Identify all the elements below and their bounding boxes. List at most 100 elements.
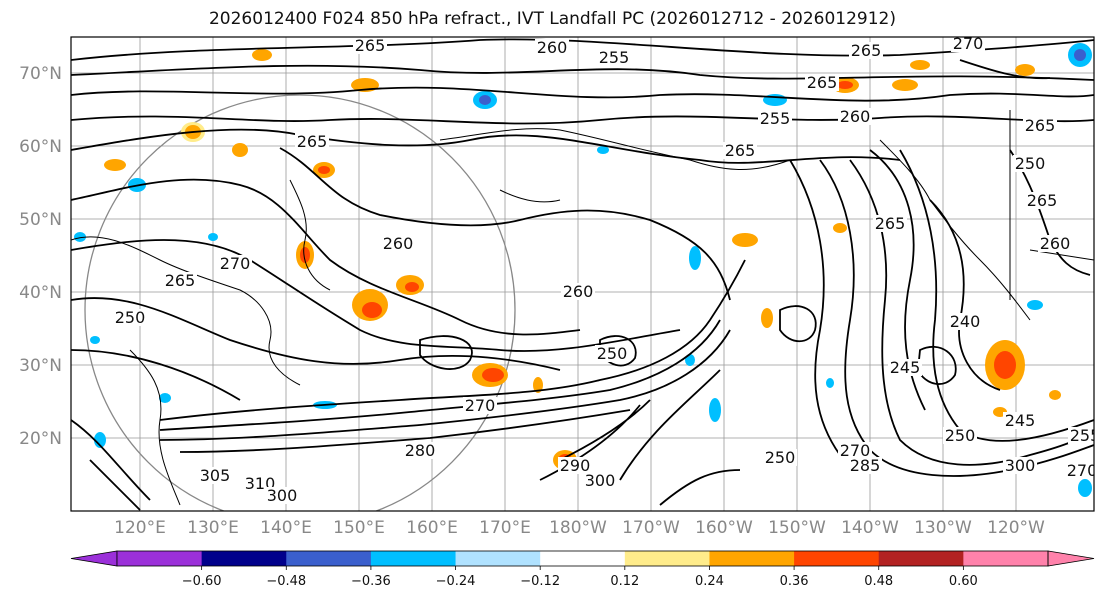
- contour-label: 260: [563, 282, 594, 301]
- latitude-label: 50°N: [19, 210, 62, 230]
- contour-label: 250: [945, 426, 976, 445]
- colorbar-border: [116, 550, 1049, 567]
- contour-label: 265: [807, 73, 838, 92]
- colorbar-tick-label: 0.12: [610, 574, 639, 589]
- contour-label-bg: [948, 313, 982, 330]
- colorbar-tick-label: 0.36: [780, 574, 809, 589]
- contour-label: 270: [220, 254, 251, 273]
- contour-label-bg: [763, 449, 797, 466]
- colorbar-tick-label: −0.36: [351, 574, 391, 589]
- longitude-label: 150°W: [768, 518, 826, 538]
- contour-label: 265: [355, 36, 386, 55]
- contour-label-bg: [403, 442, 437, 459]
- contour-label-bg: [1013, 155, 1047, 172]
- contour-label-bg: [758, 110, 792, 127]
- longitude-label: 150°E: [333, 518, 385, 538]
- latitude-label: 40°N: [19, 283, 62, 303]
- contour-label-bg: [597, 49, 631, 66]
- contour-label-bg: [951, 37, 985, 52]
- colorbar-segment: [709, 551, 795, 566]
- map-border: [70, 36, 1095, 512]
- contour-label-bg: [558, 457, 592, 474]
- contour-label: 300: [1005, 456, 1036, 475]
- contour-label-bg: [1038, 235, 1072, 252]
- contour-label: 285: [850, 456, 881, 475]
- contour-label: 245: [1005, 411, 1036, 430]
- contour-label-bg: [943, 427, 977, 444]
- contour-label: 265: [875, 214, 906, 233]
- longitude-label: 120°W: [987, 518, 1045, 538]
- contour-label-bg: [353, 37, 387, 54]
- longitude-label: 170°E: [479, 518, 531, 538]
- longitude-label: 130°W: [914, 518, 972, 538]
- contour-label: 250: [1015, 154, 1046, 173]
- contour-label-bg: [1025, 192, 1059, 209]
- contour-label-bg: [723, 142, 757, 159]
- latitude-label: 70°N: [19, 64, 62, 84]
- contour-label-bg: [1065, 462, 1094, 479]
- contour-label: 270: [465, 396, 496, 415]
- colorbar-segment: [455, 551, 541, 566]
- colorbar-segment: [963, 551, 1049, 566]
- contour-label-bg: [163, 272, 197, 289]
- colorbar-tick-label: 0.60: [949, 574, 978, 589]
- colorbar: −0.60 −0.48 −0.36 −0.24 −0.12 0.12 0.24 0.36 0.4…: [70, 550, 1095, 589]
- colorbar-segment: [878, 551, 964, 566]
- contour-label-bg: [265, 487, 299, 504]
- map-title: 2026012400 F024 850 hPa refract., IVT La…: [208, 9, 896, 29]
- contour-label: 250: [765, 448, 796, 467]
- colorbar-tick-label: −0.24: [436, 574, 476, 589]
- contour-label: 270: [1067, 461, 1098, 480]
- contour-label: 265: [725, 141, 756, 160]
- longitude-label: 130°E: [187, 518, 239, 538]
- coastlines: [71, 110, 1094, 506]
- colorbar-segment: [117, 551, 203, 566]
- contour-label-bg: [848, 457, 882, 474]
- contour-label: 265: [297, 132, 328, 151]
- latitude-label: 20°N: [19, 429, 62, 449]
- contour-label: 265: [165, 271, 196, 290]
- colorbar-segment: [286, 551, 372, 566]
- contour-label: 240: [950, 312, 981, 331]
- colorbar-tick-label: 0.24: [695, 574, 724, 589]
- contour-label: 245: [890, 358, 921, 377]
- contour-label-bg: [381, 235, 415, 252]
- longitude-labels: 120°E 130°E 140°E 150°E 160°E 170°E 180°W 170°W…: [114, 518, 1045, 538]
- contour-label: 250: [115, 308, 146, 327]
- latitude-label: 30°N: [19, 356, 62, 376]
- contour-label-bg: [535, 39, 569, 56]
- contour-label-bg: [838, 108, 872, 125]
- colorbar-tick-label: −0.12: [520, 574, 560, 589]
- contour-label-bg: [561, 283, 595, 300]
- colorbar-tick-label: −0.60: [182, 574, 222, 589]
- contour-label: 250: [597, 344, 628, 363]
- contour-label-bg: [805, 74, 839, 91]
- contour-label-bg: [463, 397, 497, 414]
- contour-label-bg: [295, 133, 329, 150]
- contour-label: 290: [560, 456, 591, 475]
- colorbar-segment: [201, 551, 287, 566]
- contour-label: 265: [851, 41, 882, 60]
- colorbar-segment: [370, 551, 457, 566]
- colorbar-segment: [540, 551, 626, 566]
- contour-label: 305: [200, 466, 231, 485]
- projection-circle: [84, 94, 516, 511]
- contour-label-bg: [595, 345, 629, 362]
- contour-label: 255: [760, 109, 791, 128]
- contour-label: 265: [1027, 191, 1058, 210]
- contour-label-bg: [583, 472, 617, 489]
- contour-label: 280: [405, 441, 436, 460]
- colorbar-segment: [624, 551, 710, 566]
- contour-label: 260: [537, 38, 568, 57]
- contour-label-bg: [1023, 117, 1057, 134]
- contour-label-bg: [1003, 457, 1037, 474]
- longitude-label: 140°W: [841, 518, 899, 538]
- colorbar-extend-right: [1047, 550, 1095, 567]
- contour-label: 260: [383, 234, 414, 253]
- contour-label-bg: [849, 42, 883, 59]
- longitude-label: 170°W: [622, 518, 680, 538]
- contour-label-bg: [113, 309, 147, 326]
- contour-label: 270: [953, 34, 984, 53]
